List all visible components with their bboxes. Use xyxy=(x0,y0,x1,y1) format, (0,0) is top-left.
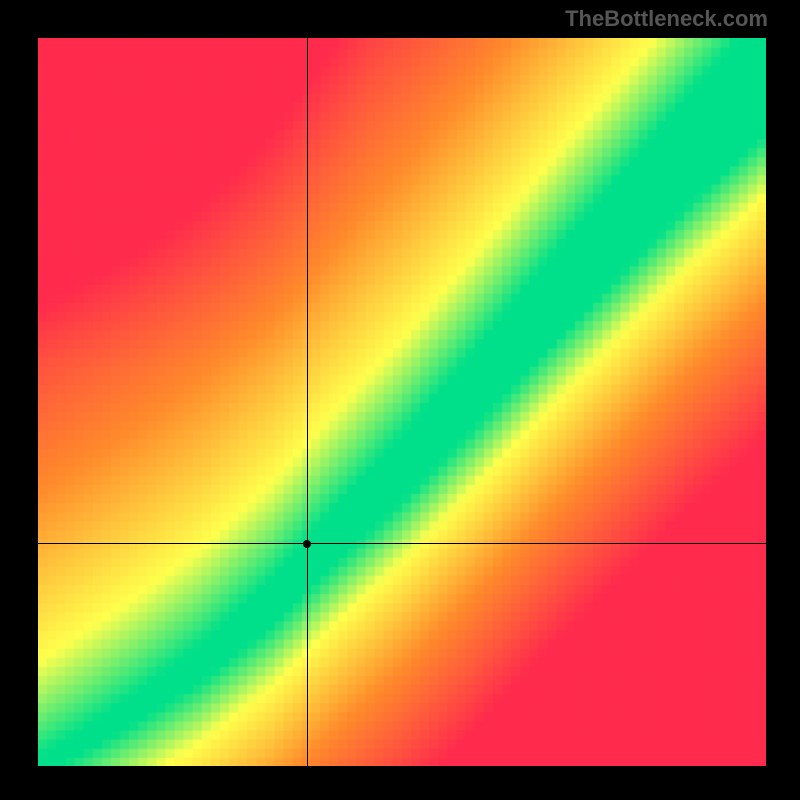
crosshair-horizontal xyxy=(38,543,766,544)
watermark-text: TheBottleneck.com xyxy=(565,6,768,32)
crosshair-vertical xyxy=(307,38,308,766)
bottleneck-heatmap xyxy=(38,38,766,766)
